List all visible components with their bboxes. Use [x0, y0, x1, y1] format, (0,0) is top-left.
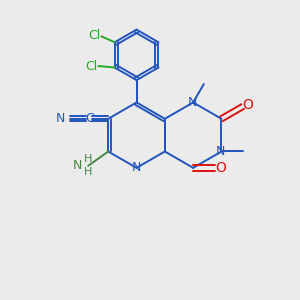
Text: N: N	[56, 112, 65, 125]
Text: H: H	[84, 154, 92, 164]
Text: O: O	[215, 161, 226, 175]
Text: N: N	[132, 161, 141, 174]
Text: Cl: Cl	[86, 59, 98, 73]
Text: H: H	[84, 167, 92, 177]
Text: N: N	[188, 96, 197, 109]
Text: Cl: Cl	[88, 29, 101, 42]
Text: C: C	[85, 112, 94, 125]
Text: O: O	[242, 98, 253, 112]
Text: N: N	[73, 159, 83, 172]
Text: N: N	[216, 145, 226, 158]
